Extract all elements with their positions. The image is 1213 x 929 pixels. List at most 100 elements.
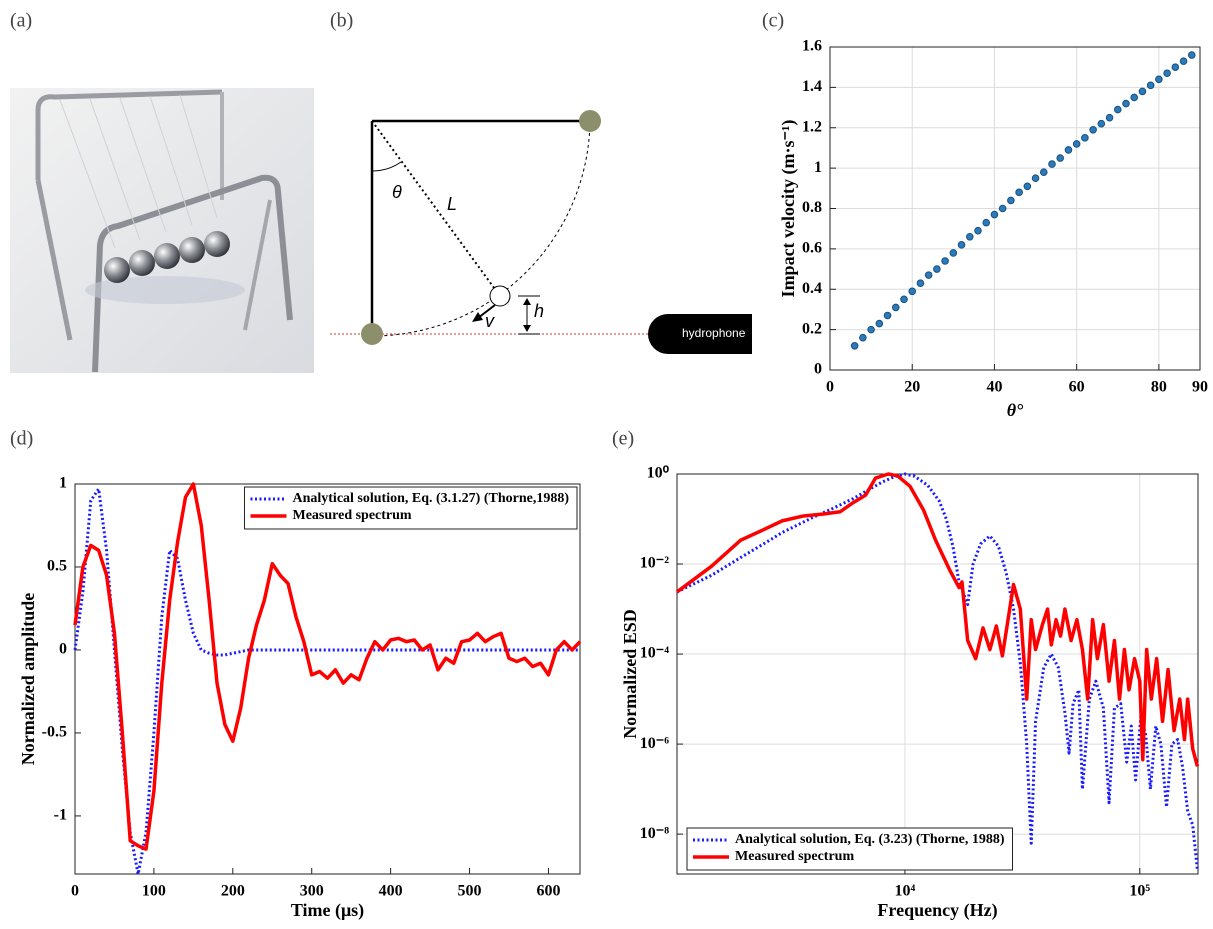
scatter-point	[883, 311, 892, 320]
scatter-point	[949, 249, 958, 257]
x-tick-label: 400	[379, 883, 403, 900]
scatter-point	[1105, 113, 1114, 122]
scatter-point	[1113, 105, 1122, 114]
scatter-point	[1146, 81, 1155, 90]
scatter-point	[982, 218, 991, 227]
scatter-point	[1163, 69, 1171, 78]
plot-frame	[676, 473, 1199, 875]
scatter-point	[1039, 168, 1048, 176]
diagram-label: v	[485, 311, 495, 331]
x-tick-label: 40	[986, 379, 1002, 396]
scatter-point	[1031, 174, 1040, 183]
scatter-point	[1130, 93, 1139, 102]
y-tick-label: 1.6	[802, 38, 822, 55]
x-axis-label: Time (μs)	[291, 900, 364, 921]
pendulum-diagram: θ L v h hydrophone	[330, 110, 752, 354]
x-tick-label: 200	[221, 883, 245, 900]
sensor-label: hydrophone	[682, 326, 746, 340]
data-line	[675, 472, 1200, 767]
scatter-point	[1072, 140, 1081, 148]
scatter-point	[965, 232, 974, 241]
y-tick-label: 0.8	[802, 199, 822, 216]
y-tick-label: 10⁰	[647, 465, 670, 482]
x-tick-label: 60	[1069, 379, 1085, 396]
scatter-point	[1081, 134, 1089, 142]
y-tick-label: 1.2	[802, 118, 822, 135]
diagram-label: θ	[392, 182, 402, 202]
data-line	[676, 472, 1199, 871]
panel-label: (e)	[612, 428, 634, 450]
x-tick-label: 500	[458, 883, 482, 900]
legend: Analytical solution, Eq. (3.23) (Thorne,…	[686, 827, 1014, 871]
scatter-point	[1048, 160, 1056, 168]
scatter-point	[924, 271, 933, 279]
legend-label: Measured spectrum	[735, 849, 854, 864]
data-line	[73, 482, 582, 851]
scatter-point	[1023, 182, 1032, 191]
x-tick-label: 100	[142, 883, 166, 900]
diagram-label: L	[447, 194, 457, 214]
y-tick-label: 1	[59, 475, 67, 492]
plot-frame	[829, 46, 1201, 371]
x-tick-label: 10⁴	[895, 883, 916, 900]
diagram-label: h	[534, 301, 544, 321]
scatter-point	[867, 325, 875, 334]
panel-label: (a)	[10, 10, 32, 32]
panel-label: (b)	[330, 10, 353, 32]
x-tick-label: 600	[536, 883, 560, 900]
scatter-point	[900, 295, 908, 304]
y-tick-label: 10⁻²	[640, 555, 669, 572]
scatter-point	[908, 287, 917, 296]
legend-label: Measured spectrum	[292, 508, 411, 523]
y-tick-label: 10⁻⁶	[640, 735, 669, 752]
x-tick-label: 0	[71, 883, 79, 900]
scatter-point	[875, 319, 884, 328]
scatter-point	[1138, 87, 1147, 96]
scatter-point	[1007, 196, 1015, 205]
scatter-point	[859, 333, 867, 342]
scatter-point	[1179, 57, 1188, 65]
scatter-point	[891, 303, 900, 312]
panel-label: (d)	[10, 428, 33, 450]
scatter-point	[1056, 154, 1065, 162]
scatter-point	[990, 210, 999, 219]
legend: Analytical solution, Eq. (3.1.27) (Thorn…	[243, 486, 578, 530]
y-tick-label: 0.5	[47, 558, 67, 575]
y-axis-label: Impact velocity (m·s⁻¹)	[778, 120, 799, 298]
x-tick-label: 80	[1151, 379, 1167, 396]
scatter-point	[957, 241, 966, 249]
scatter-point	[1155, 75, 1163, 84]
x-tick-label: 90	[1192, 379, 1208, 396]
y-tick-label: 10⁻⁴	[640, 645, 669, 662]
scatter-point	[974, 226, 982, 235]
y-axis-label: Normalized amplitude	[18, 593, 38, 766]
y-tick-label: -1	[54, 807, 67, 824]
scatter-point	[1171, 63, 1180, 71]
y-tick-label: 1	[814, 159, 822, 176]
y-tick-label: 1.4	[802, 78, 822, 95]
legend-label: Analytical solution, Eq. (3.1.27) (Thorn…	[292, 491, 569, 506]
scatter-point	[1187, 51, 1196, 59]
scatter-point	[941, 257, 949, 265]
x-tick-label: 10⁵	[1129, 883, 1150, 900]
scatter-point	[916, 279, 925, 287]
scatter-point	[998, 204, 1007, 213]
x-tick-label: 20	[904, 379, 920, 396]
x-axis-label: Frequency (Hz)	[877, 900, 997, 921]
y-axis-label: Normalized ESD	[620, 609, 640, 739]
scatter-point	[1097, 119, 1106, 128]
data-line	[73, 487, 580, 876]
x-tick-label: 0	[826, 379, 834, 396]
legend-label: Analytical solution, Eq. (3.23) (Thorne,…	[735, 832, 1005, 847]
plot-frame	[74, 483, 581, 875]
y-tick-label: -0.5	[42, 724, 67, 741]
scatter-point	[933, 265, 941, 273]
y-tick-label: 0	[814, 361, 822, 378]
scatter-point	[850, 341, 859, 350]
y-tick-label: 0	[59, 641, 67, 658]
photo	[10, 88, 314, 373]
legend-box	[243, 486, 578, 530]
y-tick-label: 0.6	[802, 240, 822, 257]
scatter-point	[1064, 146, 1073, 154]
